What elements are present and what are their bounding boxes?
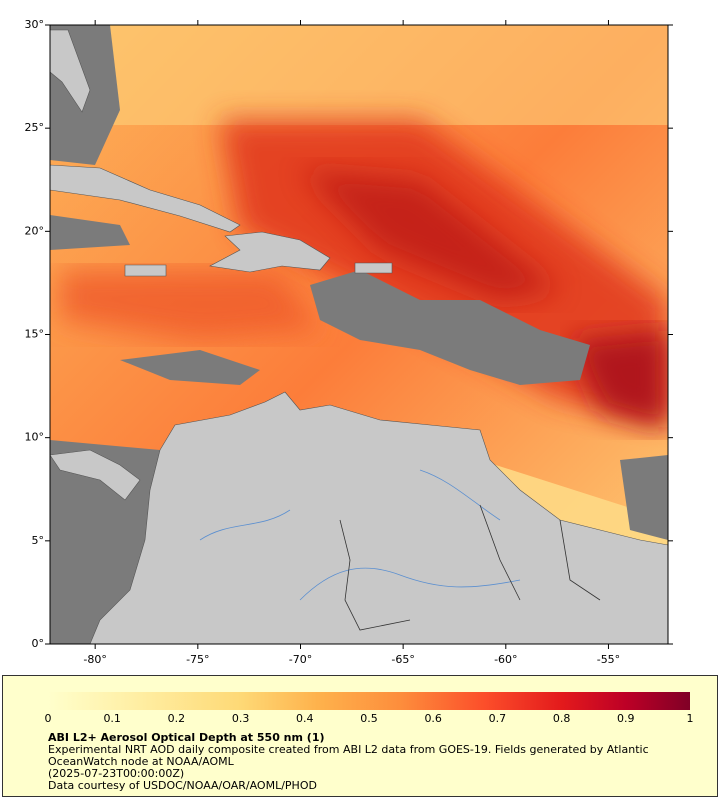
x-tick-label: -80° bbox=[83, 653, 106, 666]
colorbar-tick-label: 0.9 bbox=[617, 712, 635, 725]
y-tick-label: 5° bbox=[32, 534, 45, 547]
colorbar-tick-label: 0.2 bbox=[167, 712, 186, 725]
x-tick-label: -75° bbox=[186, 653, 209, 666]
y-tick-label: 0° bbox=[32, 637, 45, 650]
x-tick-label: -55° bbox=[597, 653, 620, 666]
caption-date: (2025-07-23T00:00:00Z) bbox=[48, 767, 185, 780]
x-tick-label: -65° bbox=[391, 653, 414, 666]
colorbar-tick-label: 0.4 bbox=[296, 712, 314, 725]
y-tick-label: 30° bbox=[25, 18, 45, 31]
colorbar-tick-label: 0.8 bbox=[552, 712, 571, 725]
colorbar-tick-label: 0.5 bbox=[360, 712, 378, 725]
colorbar-tick-label: 0.7 bbox=[488, 712, 507, 725]
y-tick-label: 25° bbox=[25, 121, 45, 134]
colorbar-tick-label: 0.3 bbox=[231, 712, 250, 725]
colorbar-tick-label: 0.1 bbox=[103, 712, 121, 725]
caption: ABI L2+ Aerosol Optical Depth at 550 nm … bbox=[48, 732, 688, 792]
y-tick-label: 15° bbox=[25, 328, 45, 341]
colorbar-tick-label: 1 bbox=[686, 712, 694, 725]
x-tick-label: -60° bbox=[494, 653, 517, 666]
colorbar bbox=[48, 692, 690, 710]
x-tick-label: -70° bbox=[289, 653, 312, 666]
caption-credit: Data courtesy of USDOC/NOAA/OAR/AOML/PHO… bbox=[48, 779, 317, 792]
y-tick-label: 10° bbox=[25, 431, 45, 444]
caption-description: Experimental NRT AOD daily composite cre… bbox=[48, 743, 649, 768]
y-tick-label: 20° bbox=[25, 224, 45, 237]
colorbar-tick-label: 0.6 bbox=[424, 712, 442, 725]
colorbar-ticks: 0 0.1 0.2 0.3 0.4 0.5 0.6 0.7 0.8 0.9 1 bbox=[44, 712, 694, 726]
map: -80° -75° -70° -65° -60° -55° 0° 5° 10° 15° 20° 25°… bbox=[25, 18, 673, 666]
legend: 0 0.1 0.2 0.3 0.4 0.5 0.6 0.7 0.8 0.9 1 ABI L2+ Ae… bbox=[2, 675, 718, 797]
caption-title: ABI L2+ Aerosol Optical Depth at 550 nm … bbox=[48, 731, 325, 744]
map-image bbox=[50, 25, 668, 644]
colorbar-tick-label: 0 bbox=[44, 712, 52, 725]
